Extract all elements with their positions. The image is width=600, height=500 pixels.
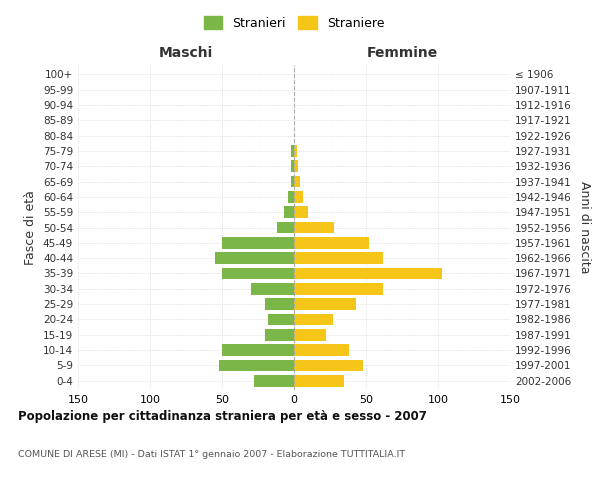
Bar: [294, 145, 297, 156]
Bar: [265, 329, 294, 340]
Text: Maschi: Maschi: [159, 46, 213, 60]
Bar: [294, 252, 383, 264]
Bar: [288, 191, 294, 202]
Text: COMUNE DI ARESE (MI) - Dati ISTAT 1° gennaio 2007 - Elaborazione TUTTITALIA.IT: COMUNE DI ARESE (MI) - Dati ISTAT 1° gen…: [18, 450, 405, 459]
Bar: [222, 268, 294, 279]
Bar: [265, 298, 294, 310]
Bar: [294, 283, 383, 294]
Bar: [291, 176, 294, 188]
Bar: [294, 191, 302, 202]
Bar: [294, 176, 300, 188]
Y-axis label: Fasce di età: Fasce di età: [25, 190, 37, 265]
Bar: [254, 375, 294, 386]
Bar: [294, 222, 334, 233]
Bar: [291, 160, 294, 172]
Bar: [294, 360, 363, 371]
Text: Femmine: Femmine: [367, 46, 437, 60]
Bar: [284, 206, 294, 218]
Bar: [222, 237, 294, 248]
Text: Popolazione per cittadinanza straniera per età e sesso - 2007: Popolazione per cittadinanza straniera p…: [18, 410, 427, 423]
Bar: [215, 252, 294, 264]
Bar: [294, 206, 308, 218]
Bar: [294, 375, 344, 386]
Bar: [222, 344, 294, 356]
Bar: [277, 222, 294, 233]
Bar: [294, 314, 333, 325]
Bar: [291, 145, 294, 156]
Bar: [294, 160, 298, 172]
Bar: [219, 360, 294, 371]
Bar: [294, 344, 349, 356]
Bar: [251, 283, 294, 294]
Bar: [294, 329, 326, 340]
Bar: [294, 298, 356, 310]
Bar: [268, 314, 294, 325]
Bar: [294, 268, 442, 279]
Legend: Stranieri, Straniere: Stranieri, Straniere: [199, 11, 389, 35]
Y-axis label: Anni di nascita: Anni di nascita: [578, 181, 591, 274]
Bar: [294, 237, 369, 248]
